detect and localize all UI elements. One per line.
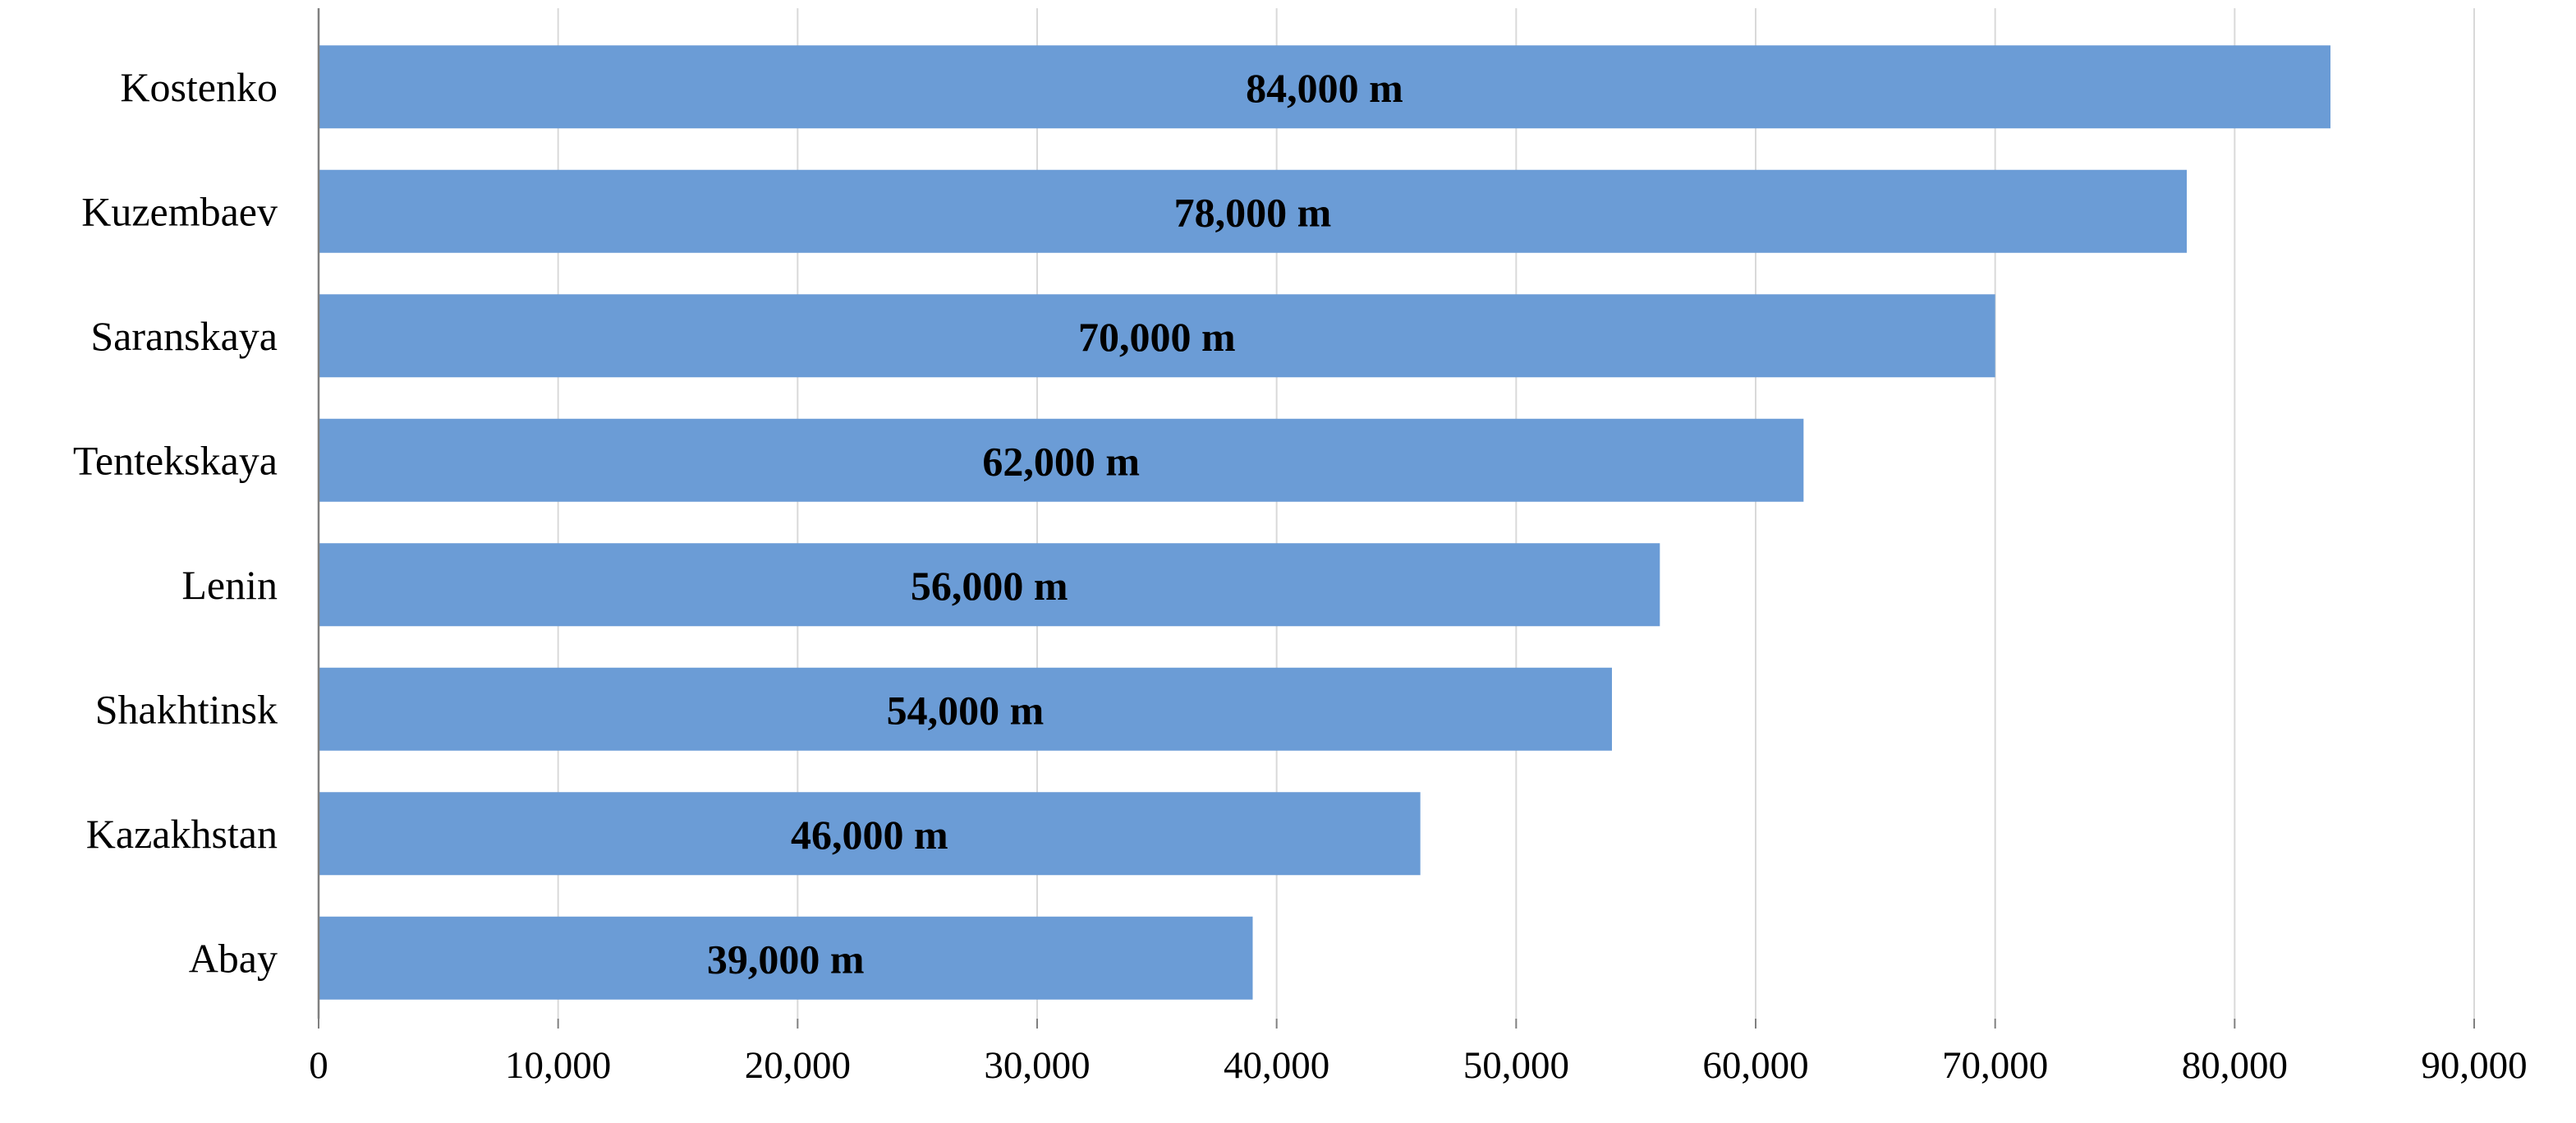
x-tick-label: 90,000 <box>2421 1044 2527 1087</box>
x-tick-label: 80,000 <box>2182 1044 2288 1087</box>
axis-layer <box>317 8 2475 1029</box>
category-label: Saranskaya <box>90 313 278 359</box>
bar <box>319 169 2187 253</box>
data-label: 54,000 m <box>887 687 1045 733</box>
x-tick-label: 30,000 <box>984 1044 1090 1087</box>
data-label: 39,000 m <box>707 936 865 982</box>
x-tick-label: 50,000 <box>1463 1044 1569 1087</box>
x-tick-label: 10,000 <box>505 1044 611 1087</box>
category-label: Shakhtinsk <box>95 686 278 732</box>
bar-layer <box>319 45 2330 1000</box>
x-tick-label: 70,000 <box>1942 1044 2048 1087</box>
bar <box>319 294 1995 378</box>
bar <box>319 45 2330 129</box>
bar <box>319 667 1612 751</box>
category-label: Lenin <box>181 562 278 608</box>
category-label: Tentekskaya <box>73 437 278 483</box>
bar <box>319 916 1253 1000</box>
x-tick-label: 40,000 <box>1224 1044 1329 1087</box>
data-label: 70,000 m <box>1078 314 1236 360</box>
x-tick-label: 20,000 <box>745 1044 851 1087</box>
data-label: 78,000 m <box>1174 189 1332 235</box>
category-label: Kazakhstan <box>86 811 278 857</box>
category-label: Abay <box>189 935 278 981</box>
x-tick-label: 60,000 <box>1702 1044 1808 1087</box>
data-label: 62,000 m <box>982 438 1140 484</box>
label-layer: 0 10,000 20,000 30,000 40,000 50,000 60,000 70,… <box>73 64 2528 1087</box>
category-label: Kuzembaev <box>81 188 278 234</box>
bar <box>319 418 1804 502</box>
bar <box>319 543 1660 627</box>
data-label: 46,000 m <box>791 812 948 858</box>
x-tick-label: 0 <box>309 1044 328 1087</box>
category-label: Kostenko <box>120 64 278 110</box>
bar <box>319 792 1421 876</box>
data-label: 56,000 m <box>911 563 1068 609</box>
data-label: 84,000 m <box>1246 65 1403 111</box>
